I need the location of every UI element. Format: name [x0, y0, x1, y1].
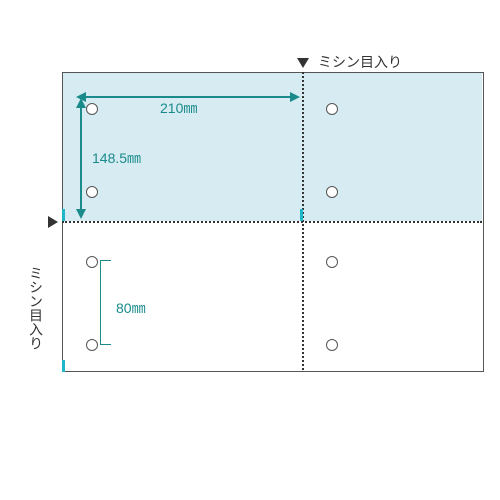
height-arrow-head-up: [76, 98, 86, 108]
perf-marker-left: [48, 216, 58, 228]
punch-hole: [326, 186, 338, 198]
edge-tick: [300, 209, 303, 221]
punch-hole: [86, 256, 98, 268]
perf-label-left: ミシン目入り: [26, 266, 46, 350]
perf-marker-top: [297, 58, 309, 68]
punch-hole: [86, 103, 98, 115]
punch-hole: [326, 339, 338, 351]
punch-hole: [86, 339, 98, 351]
hole-gap-label: 80㎜: [116, 298, 146, 318]
height-arrow-line: [80, 106, 82, 211]
punch-hole: [326, 256, 338, 268]
height-arrow-head-down: [76, 209, 86, 219]
edge-tick: [62, 360, 65, 372]
punch-hole: [86, 186, 98, 198]
perforation-horizontal: [62, 221, 482, 223]
edge-tick: [62, 209, 65, 221]
width-label: 210㎜: [160, 98, 197, 118]
punch-hole: [326, 103, 338, 115]
width-arrow-head-right: [290, 92, 300, 102]
perf-label-top: ミシン目入り: [318, 52, 402, 72]
hole-gap-bracket: [100, 260, 111, 345]
height-label: 148.5㎜: [92, 148, 141, 168]
